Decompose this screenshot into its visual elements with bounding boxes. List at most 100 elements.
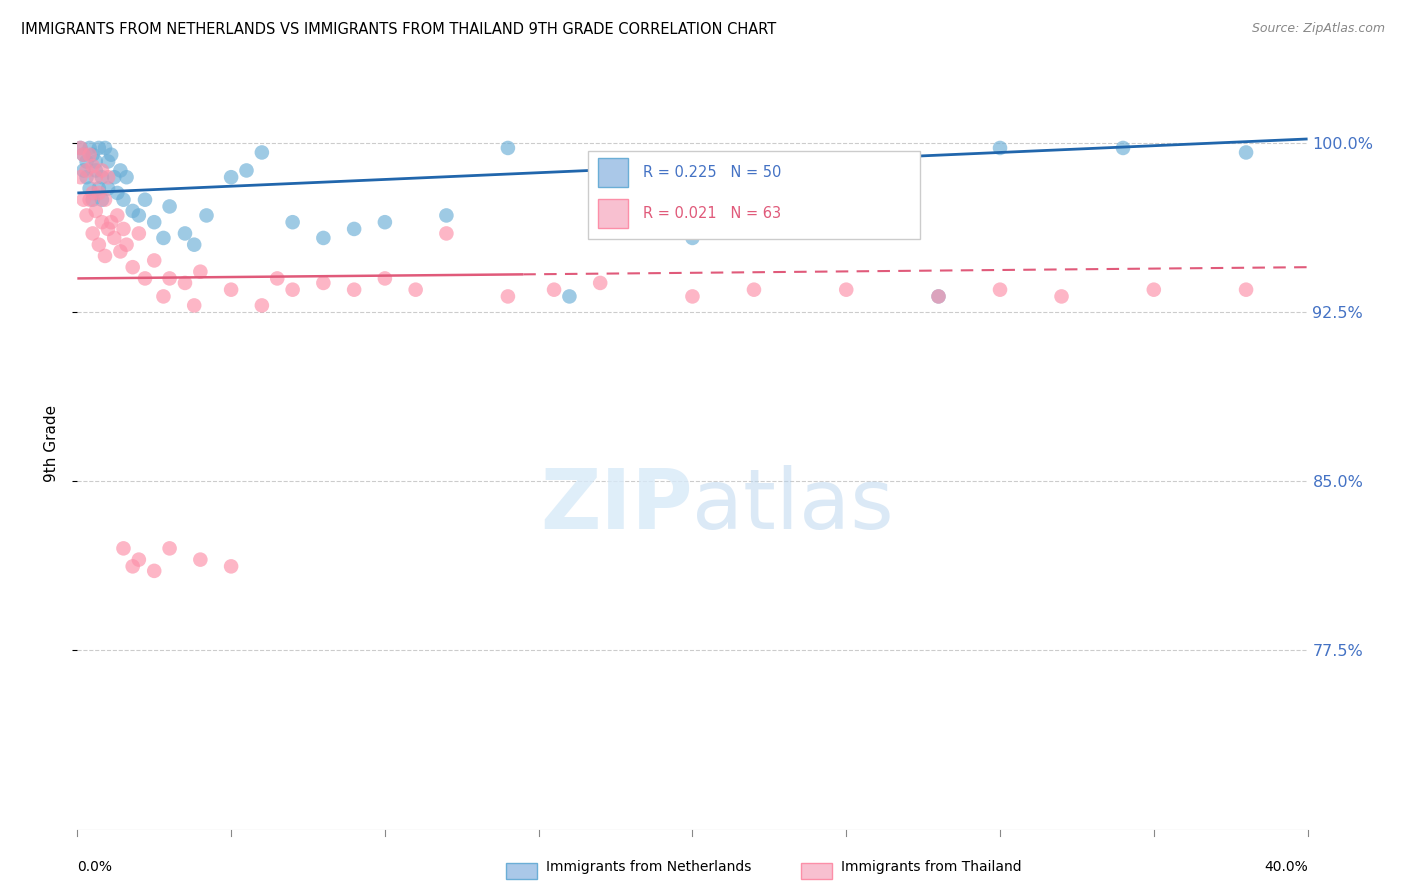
Point bbox=[72, 163, 94, 178]
Point bbox=[110, 163, 132, 178]
Point bbox=[682, 289, 704, 303]
Point bbox=[152, 231, 174, 245]
Point bbox=[1112, 141, 1135, 155]
Point bbox=[250, 298, 273, 312]
Point bbox=[374, 271, 396, 285]
Point bbox=[82, 193, 104, 207]
Point bbox=[90, 170, 114, 185]
Point bbox=[103, 231, 125, 245]
Point bbox=[76, 154, 98, 169]
Point bbox=[152, 289, 174, 303]
Point bbox=[188, 265, 212, 279]
Point bbox=[159, 541, 181, 556]
Point bbox=[835, 170, 858, 185]
Point bbox=[742, 283, 765, 297]
Point bbox=[128, 209, 150, 223]
FancyBboxPatch shape bbox=[588, 151, 920, 239]
Point bbox=[97, 181, 120, 195]
Point bbox=[69, 141, 91, 155]
Point bbox=[134, 271, 156, 285]
Point bbox=[112, 222, 135, 236]
Point bbox=[174, 227, 197, 241]
Point bbox=[143, 215, 166, 229]
Text: Immigrants from Thailand: Immigrants from Thailand bbox=[841, 860, 1021, 874]
Point bbox=[94, 193, 117, 207]
Point bbox=[1143, 283, 1166, 297]
Point bbox=[72, 147, 94, 161]
Point bbox=[159, 271, 181, 285]
Point bbox=[82, 159, 104, 173]
Point bbox=[76, 163, 98, 178]
Point bbox=[121, 203, 143, 218]
Point bbox=[312, 276, 335, 290]
Point bbox=[682, 231, 704, 245]
Point bbox=[84, 154, 107, 169]
Point bbox=[266, 271, 288, 285]
Point bbox=[76, 170, 98, 185]
Point bbox=[496, 141, 519, 155]
Point bbox=[589, 276, 612, 290]
Point bbox=[281, 215, 304, 229]
Point bbox=[90, 193, 114, 207]
Point bbox=[183, 298, 205, 312]
Point bbox=[174, 276, 197, 290]
Point bbox=[110, 244, 132, 259]
Point bbox=[105, 209, 128, 223]
Point bbox=[100, 147, 122, 161]
Point bbox=[112, 193, 135, 207]
Point bbox=[84, 170, 107, 185]
Point bbox=[82, 147, 104, 161]
Point bbox=[835, 283, 858, 297]
Text: Source: ZipAtlas.com: Source: ZipAtlas.com bbox=[1251, 22, 1385, 36]
Point bbox=[76, 209, 98, 223]
Point bbox=[436, 227, 458, 241]
Point bbox=[79, 181, 101, 195]
Point bbox=[97, 170, 120, 185]
Text: R = 0.021   N = 63: R = 0.021 N = 63 bbox=[644, 206, 782, 221]
Text: 0.0%: 0.0% bbox=[77, 861, 112, 874]
Point bbox=[82, 227, 104, 241]
Point bbox=[103, 170, 125, 185]
Point bbox=[79, 193, 101, 207]
Point bbox=[988, 283, 1011, 297]
Point bbox=[79, 141, 101, 155]
Point bbox=[195, 209, 218, 223]
Text: Immigrants from Netherlands: Immigrants from Netherlands bbox=[546, 860, 751, 874]
Text: ZIP: ZIP bbox=[540, 465, 693, 546]
Point bbox=[159, 199, 181, 213]
Point bbox=[90, 215, 114, 229]
Point bbox=[105, 186, 128, 200]
Text: R = 0.225   N = 50: R = 0.225 N = 50 bbox=[644, 165, 782, 179]
Point bbox=[121, 260, 143, 275]
Point bbox=[219, 170, 242, 185]
Point bbox=[143, 253, 166, 268]
Point bbox=[343, 283, 366, 297]
FancyBboxPatch shape bbox=[598, 158, 628, 186]
Point bbox=[82, 186, 104, 200]
Point bbox=[115, 170, 138, 185]
Text: 40.0%: 40.0% bbox=[1264, 861, 1308, 874]
Point bbox=[79, 147, 101, 161]
Point bbox=[94, 249, 117, 263]
Point bbox=[87, 186, 110, 200]
Text: IMMIGRANTS FROM NETHERLANDS VS IMMIGRANTS FROM THAILAND 9TH GRADE CORRELATION CH: IMMIGRANTS FROM NETHERLANDS VS IMMIGRANT… bbox=[21, 22, 776, 37]
Point bbox=[121, 559, 143, 574]
Point bbox=[374, 215, 396, 229]
Point bbox=[988, 141, 1011, 155]
Point bbox=[1234, 145, 1257, 160]
Point bbox=[112, 541, 135, 556]
Point bbox=[87, 181, 110, 195]
Point bbox=[84, 163, 107, 178]
Point bbox=[281, 283, 304, 297]
Point bbox=[235, 163, 257, 178]
Point bbox=[69, 170, 91, 185]
Point bbox=[343, 222, 366, 236]
Point bbox=[84, 203, 107, 218]
Point bbox=[97, 222, 120, 236]
Point bbox=[94, 141, 117, 155]
Point bbox=[87, 237, 110, 252]
Point bbox=[496, 289, 519, 303]
Point bbox=[72, 193, 94, 207]
Text: atlas: atlas bbox=[693, 465, 894, 546]
Point bbox=[1050, 289, 1073, 303]
